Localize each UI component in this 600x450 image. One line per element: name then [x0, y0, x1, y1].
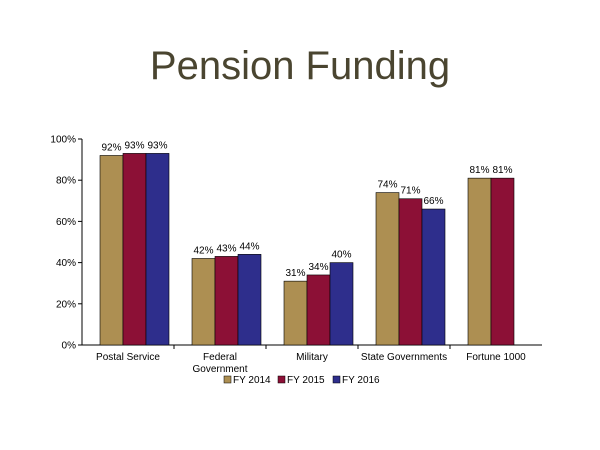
data-label: 81%: [469, 165, 489, 176]
data-label: 74%: [377, 180, 397, 191]
data-label: 43%: [216, 243, 236, 254]
legend-label: FY 2015: [287, 375, 325, 386]
data-label: 71%: [400, 186, 420, 197]
bar: [214, 256, 239, 346]
x-tick-label: Fortune 1000: [466, 352, 526, 363]
data-label: 93%: [124, 140, 144, 151]
bar: [375, 192, 400, 346]
y-tick-label: 20%: [56, 299, 76, 310]
bar: [329, 262, 354, 346]
data-label: 81%: [492, 165, 512, 176]
slide-title: Pension Funding: [149, 44, 451, 88]
data-label: 31%: [285, 268, 305, 279]
y-tick-label: 60%: [56, 217, 76, 228]
y-tick-label: 80%: [56, 176, 76, 187]
bar: [145, 153, 170, 346]
bar: [191, 258, 216, 346]
bar: [490, 177, 515, 346]
bar: [306, 274, 331, 346]
x-tick-label: Postal Service: [96, 352, 160, 363]
x-tick-label: Military: [296, 352, 328, 363]
y-tick-label: 40%: [56, 258, 76, 269]
data-label: 40%: [331, 250, 351, 261]
x-tick-label: Federal: [203, 352, 237, 363]
legend-label: FY 2014: [233, 375, 271, 386]
data-label: 92%: [101, 142, 121, 153]
bar: [237, 254, 262, 346]
bar: [398, 198, 423, 346]
bar: [421, 208, 446, 346]
legend-swatch: [332, 375, 341, 384]
bar: [283, 280, 308, 346]
x-tick-label: State Governments: [361, 352, 447, 363]
data-label: 93%: [147, 140, 167, 151]
legend-swatch: [223, 375, 232, 384]
x-tick-label: Government: [192, 364, 247, 375]
data-label: 34%: [308, 262, 328, 273]
bar: [122, 153, 147, 346]
data-label: 42%: [193, 245, 213, 256]
bar: [467, 177, 492, 346]
y-tick-label: 0%: [62, 341, 77, 352]
y-tick-label: 100%: [50, 135, 76, 146]
legend-label: FY 2016: [342, 375, 380, 386]
data-label: 44%: [239, 241, 259, 252]
data-label: 66%: [423, 196, 443, 207]
legend-swatch: [277, 375, 286, 384]
bar: [99, 155, 124, 346]
